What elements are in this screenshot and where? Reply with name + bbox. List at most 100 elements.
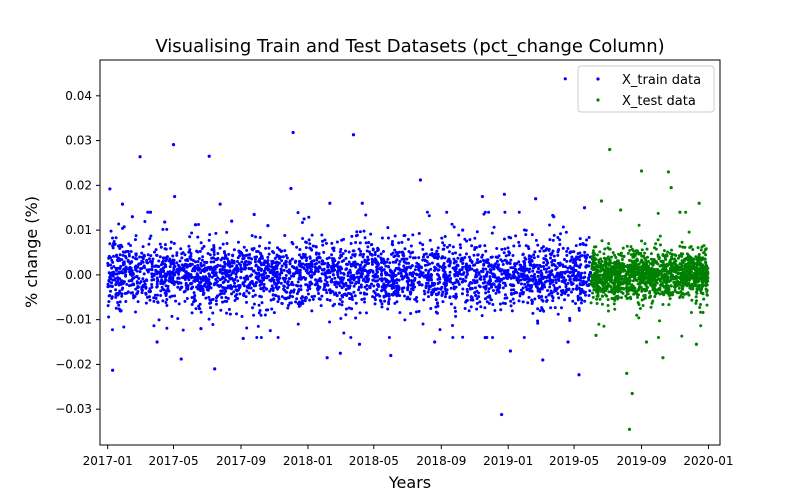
data-point — [328, 320, 332, 324]
data-point — [352, 273, 356, 277]
data-point — [332, 302, 336, 306]
data-point — [400, 240, 404, 244]
data-point — [366, 278, 370, 282]
data-point — [271, 293, 275, 297]
data-point — [338, 250, 342, 254]
data-point — [584, 256, 588, 260]
data-point — [429, 267, 433, 271]
data-point — [358, 266, 362, 270]
data-point — [473, 248, 477, 252]
data-point — [621, 286, 625, 290]
data-point — [241, 281, 245, 285]
data-point — [685, 275, 689, 279]
data-point — [252, 302, 256, 306]
data-point — [163, 243, 167, 247]
data-point — [215, 257, 219, 261]
data-point — [662, 249, 666, 253]
data-point — [365, 292, 369, 296]
data-point — [385, 279, 389, 283]
data-point — [317, 265, 321, 269]
data-point — [658, 292, 662, 296]
data-point — [579, 276, 583, 280]
data-point — [595, 302, 599, 306]
data-point — [387, 297, 391, 301]
data-point — [440, 293, 444, 297]
data-point — [155, 271, 159, 275]
data-point — [587, 236, 591, 240]
data-point — [549, 278, 553, 282]
data-point — [426, 295, 430, 299]
data-point — [342, 272, 346, 276]
data-point — [355, 275, 359, 279]
data-point — [363, 285, 367, 289]
data-point — [487, 210, 491, 214]
data-point — [509, 276, 513, 280]
data-point — [233, 281, 237, 285]
data-point — [122, 267, 126, 271]
data-point — [563, 298, 567, 302]
data-point — [339, 276, 343, 280]
data-point — [201, 255, 205, 259]
data-point — [389, 274, 393, 278]
data-point — [421, 247, 425, 251]
data-point — [619, 290, 623, 294]
data-point — [308, 242, 312, 246]
data-point — [679, 252, 683, 256]
data-point — [264, 287, 268, 291]
data-point — [169, 259, 173, 263]
data-point — [522, 272, 526, 276]
data-point — [448, 295, 452, 299]
data-point — [451, 282, 455, 286]
data-point — [574, 287, 578, 291]
data-point — [366, 271, 370, 275]
data-point — [262, 269, 266, 273]
data-point — [427, 287, 431, 291]
data-point — [380, 236, 384, 240]
data-point — [538, 309, 542, 313]
data-point — [370, 262, 374, 266]
data-point — [461, 287, 465, 291]
data-point — [688, 246, 692, 250]
data-point — [135, 269, 139, 273]
data-point — [635, 249, 639, 253]
data-point — [440, 236, 444, 240]
data-point — [604, 272, 608, 276]
data-point — [650, 269, 654, 273]
data-point — [454, 251, 458, 255]
data-point — [314, 245, 318, 249]
data-point — [643, 242, 647, 246]
data-point — [339, 247, 343, 251]
data-point — [150, 265, 154, 269]
data-point — [231, 253, 235, 257]
data-point — [239, 270, 243, 274]
data-point — [285, 269, 289, 273]
data-point — [488, 264, 492, 268]
data-point — [373, 302, 377, 306]
data-point — [458, 243, 462, 247]
data-point — [177, 280, 181, 284]
data-point — [348, 280, 352, 284]
data-point — [598, 286, 602, 290]
data-point — [169, 240, 173, 244]
data-point-outlier — [328, 201, 332, 205]
data-point — [551, 238, 555, 242]
data-point — [183, 263, 187, 267]
data-point — [261, 256, 264, 260]
data-point — [142, 253, 146, 257]
data-point — [590, 275, 594, 279]
data-point — [554, 278, 558, 282]
data-point — [112, 254, 116, 258]
data-point — [187, 244, 191, 248]
data-point-outlier — [508, 349, 513, 353]
data-point — [642, 272, 646, 276]
data-point — [437, 255, 441, 259]
data-point — [273, 293, 277, 297]
data-point — [684, 283, 688, 287]
data-point-outlier — [502, 192, 506, 196]
data-point — [127, 254, 131, 258]
data-point — [219, 268, 223, 272]
data-point — [632, 252, 636, 256]
data-point — [201, 275, 205, 279]
data-point — [696, 260, 700, 264]
data-point — [389, 252, 393, 256]
